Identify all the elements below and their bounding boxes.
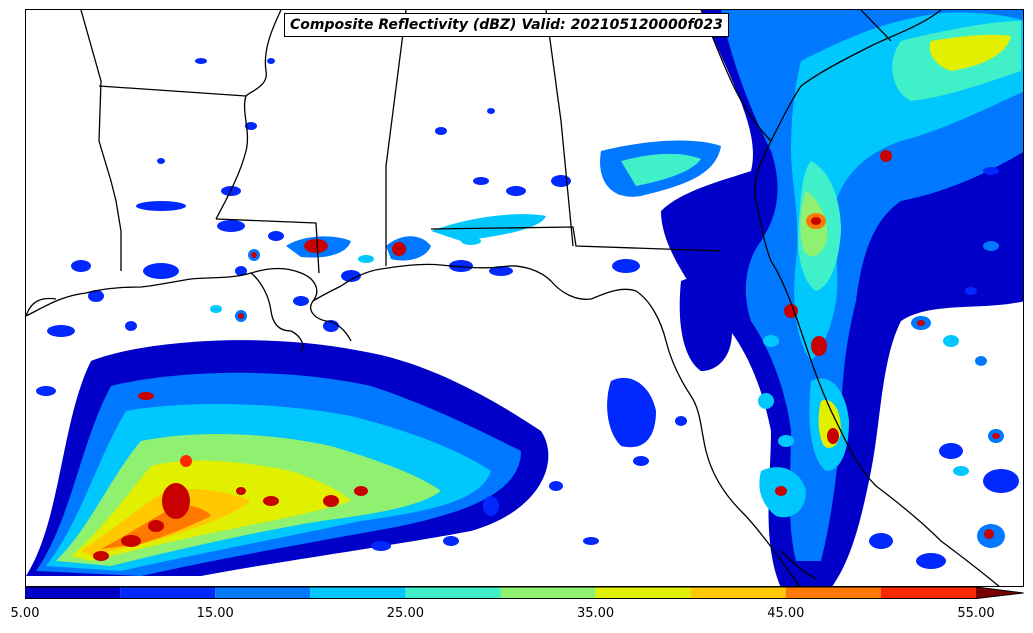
colorbar-segment [880,587,976,599]
colorbar-segment [120,587,216,599]
colorbar [25,587,1024,599]
colorbar-segment [690,587,786,599]
map-panel [25,9,1024,587]
colorbar-segment [310,587,406,599]
colorbar-extend-arrow [976,587,1024,599]
colorbar-segment [215,587,311,599]
colorbar-tick-label: 15.00 [196,606,234,621]
colorbar-segment [500,587,596,599]
colorbar-tick-label: 35.00 [576,606,615,621]
colorbar-segment [595,587,691,599]
reflectivity-map [26,10,1023,586]
colorbar-tick-label: 55.00 [957,606,995,621]
colorbar-segment [405,587,501,599]
colorbar-tick-label: 5.00 [10,606,40,621]
colorbar-tick-label: 25.00 [386,606,424,621]
colorbar-tick-label: 45.00 [767,606,805,621]
colorbar-outline [25,587,1024,599]
colorbar-segment [25,587,121,599]
reflectivity-echoes [26,10,1023,586]
map-title: Composite Reflectivity (dBZ) Valid: 2021… [284,13,729,37]
colorbar-segment [785,587,881,599]
